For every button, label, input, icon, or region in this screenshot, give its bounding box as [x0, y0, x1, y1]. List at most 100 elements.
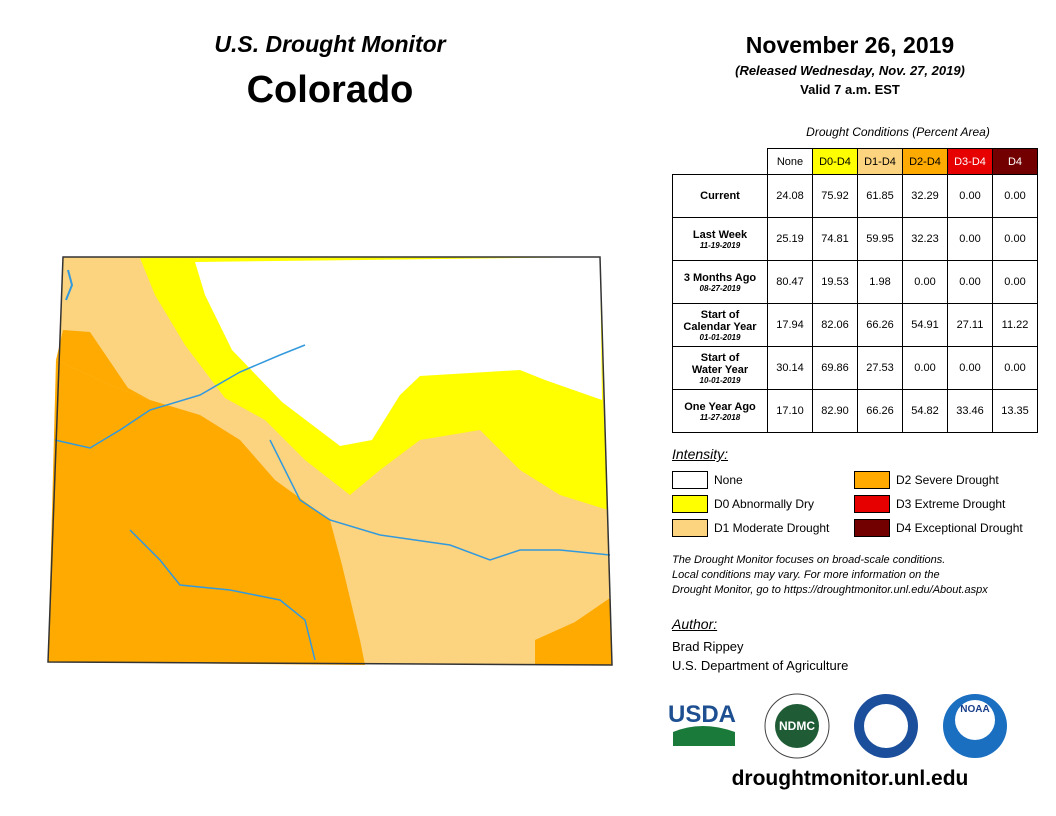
- column-header: None: [767, 148, 813, 175]
- program-title: U.S. Drought Monitor: [214, 31, 446, 57]
- table-row: Current 24.08 75.92 61.85 32.29 0.00 0.00: [672, 174, 1038, 218]
- table-cell: 0.00: [992, 174, 1038, 218]
- table-cell: 30.14: [767, 346, 813, 390]
- d2-area: [535, 598, 612, 665]
- note: The Drought Monitor focuses on broad-sca…: [672, 553, 988, 598]
- table-cell: 54.82: [902, 389, 948, 433]
- table-cell: 66.26: [857, 389, 903, 433]
- noaa-text: NOAA: [960, 704, 989, 715]
- table-cell: 17.94: [767, 303, 813, 347]
- legend-title: Intensity:: [672, 446, 729, 462]
- state-title: Colorado: [247, 69, 414, 111]
- url: droughtmonitor.unl.edu: [731, 767, 969, 790]
- legend-swatch: [672, 471, 708, 489]
- row-label-line: Last Week: [692, 228, 748, 241]
- legend-item: D4 Exceptional Drought: [854, 516, 1044, 540]
- row-label: Start of Calendar Year 01-01-2019: [672, 303, 768, 347]
- legend-swatch: [854, 495, 890, 513]
- row-date: 01-01-2019: [699, 332, 741, 342]
- legend-swatch: [854, 519, 890, 537]
- table-cell: 0.00: [992, 217, 1038, 261]
- legend-swatch: [672, 519, 708, 537]
- legend-swatch: [672, 495, 708, 513]
- table-cell: 0.00: [902, 346, 948, 390]
- table-cell: 61.85: [857, 174, 903, 218]
- row-date: 08-27-2019: [699, 283, 741, 293]
- legend: None D0 Abnormally Dry D1 Moderate Drought…: [672, 468, 1052, 540]
- d2-area: [48, 360, 365, 665]
- row-date: 11-27-2018: [699, 412, 741, 422]
- column-header: D3-D4: [947, 148, 993, 175]
- table-cell: 25.19: [767, 217, 813, 261]
- corner: [672, 148, 768, 175]
- table-cell: 33.46: [947, 389, 993, 433]
- note-line: The Drought Monitor focuses on broad-sca…: [672, 554, 946, 566]
- table-cell: 80.47: [767, 260, 813, 304]
- table-cell: 82.90: [812, 389, 858, 433]
- logos: USDA NDMC NOAA: [668, 693, 1007, 759]
- river: [129, 529, 316, 661]
- table-cell: 32.23: [902, 217, 948, 261]
- none-area: [195, 257, 602, 446]
- legend-label: D4 Exceptional Drought: [896, 521, 1023, 535]
- river: [65, 269, 74, 301]
- table-row: Start of Calendar Year 01-01-2019 17.94 82.0…: [672, 303, 1038, 347]
- legend-label: D2 Severe Drought: [896, 473, 999, 487]
- author-name: Brad Rippey: [672, 639, 744, 654]
- table-cell: 75.92: [812, 174, 858, 218]
- row-label: Start of Water Year 10-01-2019: [672, 346, 768, 390]
- legend-label: None: [714, 473, 743, 487]
- legend-item: D2 Severe Drought: [854, 468, 1044, 492]
- column-header: D0-D4: [812, 148, 858, 175]
- table-cell: 11.22: [992, 303, 1038, 347]
- row-label: One Year Ago 11-27-2018: [672, 389, 768, 433]
- table-cell: 66.26: [857, 303, 903, 347]
- table-cell: 13.35: [992, 389, 1038, 433]
- legend-label: D0 Abnormally Dry: [714, 497, 815, 511]
- table-cell: 27.53: [857, 346, 903, 390]
- ndmc-logo: [775, 704, 819, 748]
- table-cell: 24.08: [767, 174, 813, 218]
- table-cell: 19.53: [812, 260, 858, 304]
- table-caption: Drought Conditions (Percent Area): [806, 125, 990, 139]
- table-row: Last Week 11-19-2019 25.19 74.81 59.95 32.23 0…: [672, 217, 1038, 261]
- d2-area: [56, 330, 150, 400]
- column-header: D1-D4: [857, 148, 903, 175]
- table-cell: 0.00: [947, 260, 993, 304]
- table-cell: 0.00: [992, 260, 1038, 304]
- table-cell: 0.00: [947, 346, 993, 390]
- table-cell: 54.91: [902, 303, 948, 347]
- released: (Released Wednesday, Nov. 27, 2019): [735, 63, 965, 78]
- table-cell: 69.86: [812, 346, 858, 390]
- note-line: Drought Monitor, go to https://droughtmo…: [672, 584, 988, 596]
- state-outline: [47, 256, 613, 666]
- column-header: D2-D4: [902, 148, 948, 175]
- conditions-table: None D0-D4 D1-D4 D2-D4 D3-D4 D4 Current 24.08 75…: [672, 148, 1038, 433]
- row-label-line: Current: [700, 190, 740, 202]
- legend-item: D1 Moderate Drought: [672, 516, 854, 540]
- row-label-line: Calendar Year: [683, 320, 757, 333]
- author-org: U.S. Department of Agriculture: [672, 658, 849, 673]
- legend-item: None: [672, 468, 854, 492]
- legend-swatch: [854, 471, 890, 489]
- table-row: Start of Water Year 10-01-2019 30.14 69.86 27…: [672, 346, 1038, 390]
- row-label-line: Start of: [700, 351, 740, 364]
- row-label: 3 Months Ago 08-27-2019: [672, 260, 768, 304]
- row-label: Current: [672, 174, 768, 218]
- table-cell: 0.00: [947, 174, 993, 218]
- table-cell: 32.29: [902, 174, 948, 218]
- noaa-inner: [955, 700, 995, 740]
- map: U.S. Drought Monitor Colorado: [47, 31, 613, 666]
- ndmc-text: NDMC: [779, 719, 815, 733]
- row-label-line: Start of: [700, 308, 740, 321]
- date: November 26, 2019: [745, 32, 955, 58]
- river: [269, 439, 611, 561]
- row-label-line: 3 Months Ago: [683, 271, 757, 284]
- table-cell: 0.00: [992, 346, 1038, 390]
- usda-shape: [673, 726, 735, 746]
- row-label-line: Water Year: [691, 363, 749, 376]
- table-cell: 1.98: [857, 260, 903, 304]
- table-cell: 27.11: [947, 303, 993, 347]
- legend-label: D3 Extreme Drought: [896, 497, 1006, 511]
